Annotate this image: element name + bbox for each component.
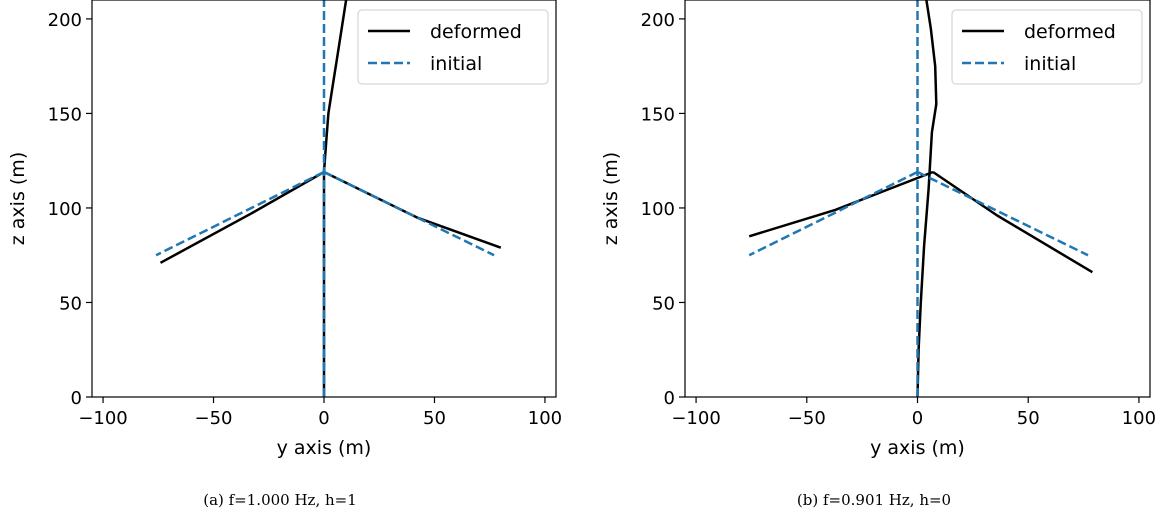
y-tick-label: 100	[641, 199, 675, 220]
series-line-deformed-0	[322, 0, 348, 397]
series-line-deformed-1	[159, 170, 325, 264]
x-tick-label: 0	[318, 408, 329, 429]
y-tick-label: 200	[48, 10, 82, 31]
legend-label-initial: initial	[430, 53, 482, 75]
series-line-initial-1	[155, 170, 325, 257]
plot-frame	[91, 0, 557, 398]
x-tick-label: −100	[78, 408, 127, 429]
x-tick-label: 50	[423, 408, 446, 429]
panel-b: −100 −50 0 50 100 0 50 100 150 200 y axis (m) z axi…	[600, 0, 1156, 509]
y-tick-label: 0	[664, 388, 675, 409]
legend	[357, 9, 549, 85]
series-line-initial-1	[748, 170, 919, 257]
panel-caption: (a) f=1.000 Hz, h=1	[203, 491, 357, 509]
series-line-deformed-0	[916, 0, 938, 397]
x-tick-label: 100	[1122, 408, 1156, 429]
y-tick-label: 50	[652, 293, 675, 314]
x-tick-label: −50	[788, 408, 826, 429]
y-tick-label: 50	[59, 293, 82, 314]
y-tick-label: 150	[48, 104, 82, 125]
y-tick-label: 100	[48, 199, 82, 220]
x-tick-label: 50	[1017, 408, 1040, 429]
panel-a: −100 −50 0 50 100 0 50 100 150 200 y axis (m) z axi…	[7, 0, 562, 509]
legend-label-deformed: deformed	[1024, 21, 1116, 43]
x-axis-label: y axis (m)	[870, 437, 965, 459]
series-line-deformed-1	[932, 170, 1094, 274]
series-line-deformed-2	[748, 170, 934, 238]
x-axis-label: y axis (m)	[277, 437, 372, 459]
legend	[951, 9, 1143, 85]
x-tick-label: −100	[671, 408, 720, 429]
x-tick-label: 0	[912, 408, 923, 429]
plot-frame	[684, 0, 1151, 398]
legend-label-deformed: deformed	[430, 21, 522, 43]
panel-caption: (b) f=0.901 Hz, h=0	[797, 491, 951, 509]
y-tick-label: 200	[641, 10, 675, 31]
series-line-deformed-2	[323, 170, 502, 249]
series-line-initial-2	[323, 170, 495, 257]
series-line-initial-2	[916, 170, 1089, 257]
x-tick-label: −50	[195, 408, 233, 429]
y-axis-label: z axis (m)	[600, 152, 622, 245]
y-tick-label: 0	[71, 388, 82, 409]
x-tick-label: 100	[528, 408, 562, 429]
y-axis-label: z axis (m)	[7, 152, 29, 245]
legend-label-initial: initial	[1024, 53, 1076, 75]
y-tick-label: 150	[641, 104, 675, 125]
